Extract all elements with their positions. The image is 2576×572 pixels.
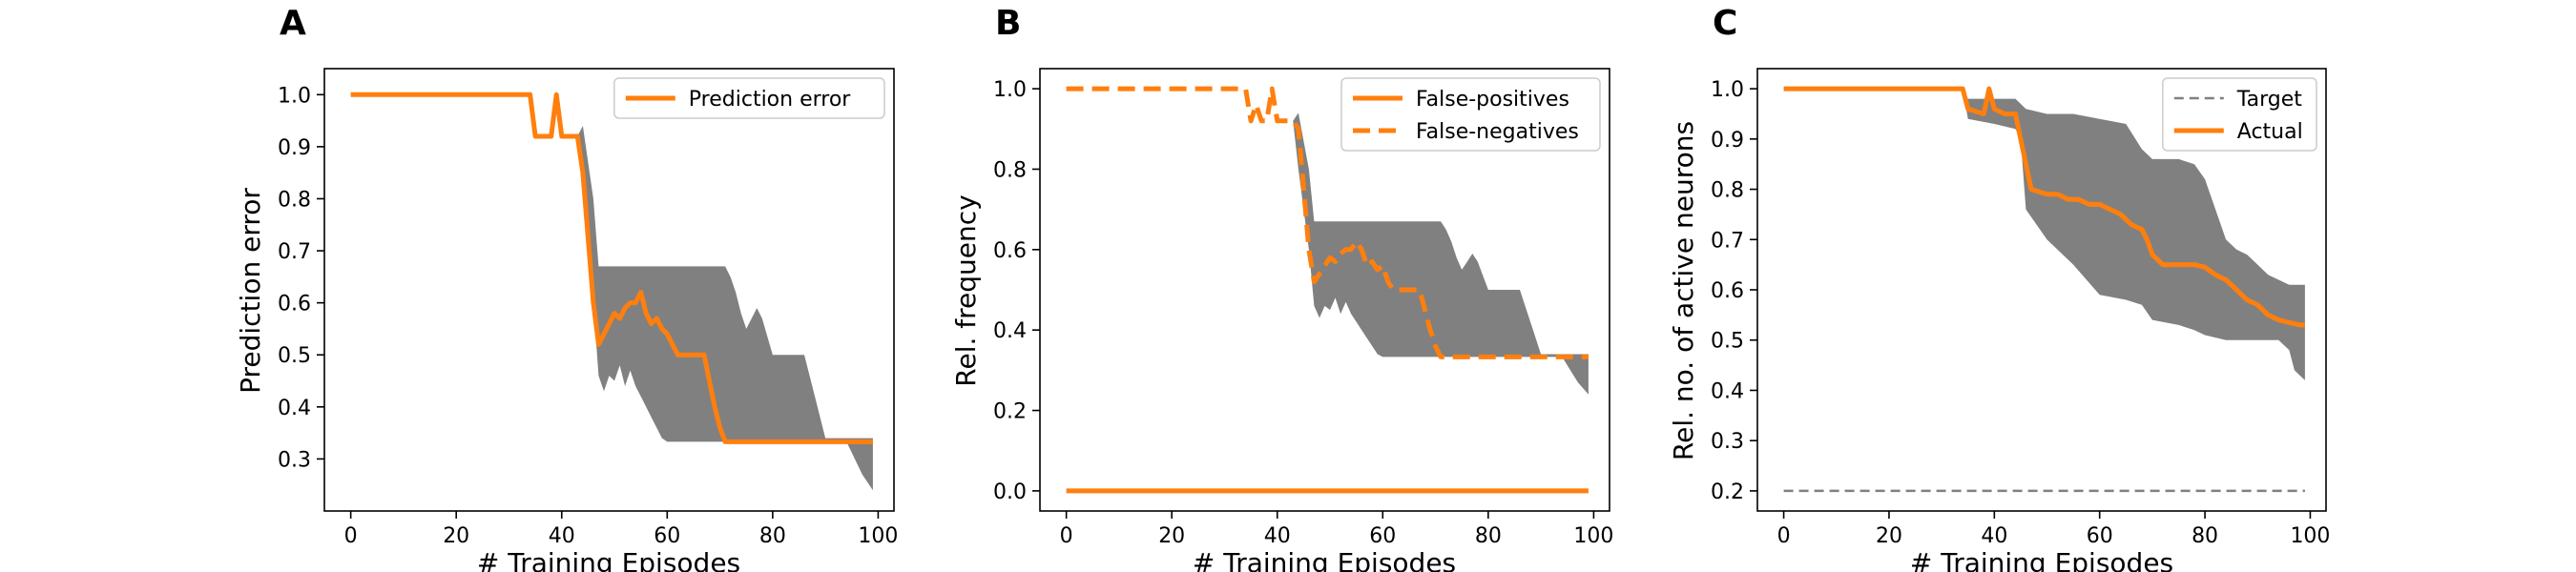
panel-c-ytick-label: 0.2 [1711, 480, 1744, 504]
panel-a-series-prediction-error [350, 92, 873, 444]
panel-b-ytick-label: 0.8 [993, 158, 1027, 182]
panel-a-axes-frame [323, 68, 895, 512]
panel-a: A # Training Episodes Prediction error 0… [235, 4, 898, 572]
panel-b-xtick-label: 60 [1369, 524, 1396, 548]
panel-b-ytick-label: 0.2 [993, 400, 1027, 424]
panel-b-xtick-label: 80 [1475, 524, 1502, 548]
panel-b-xtick-label: 100 [1573, 524, 1613, 548]
panel-a-ytick-label: 0.7 [278, 240, 311, 264]
panel-c-ytick-label: 0.9 [1711, 129, 1744, 153]
panel-c-range-band [1783, 89, 2305, 380]
panel-c-xlabel: # Training Episodes [1910, 547, 2173, 572]
panel-c-legend: Target Actual [2162, 77, 2317, 152]
panel-letter-a: A [280, 4, 306, 43]
panel-a-xtick-label: 60 [654, 524, 680, 548]
panel-b-ytick-label: 0.6 [993, 239, 1027, 263]
panel-c-ytick-label: 0.8 [1711, 179, 1744, 203]
panel-b-range-band [1066, 89, 1589, 395]
panel-a-xlabel: # Training Episodes [477, 547, 740, 572]
panel-b-ytick-label: 1.0 [993, 78, 1027, 102]
panel-b-xlabel: # Training Episodes [1193, 547, 1456, 572]
panel-a-xtick-label: 20 [443, 524, 469, 548]
panel-a-ytick-label: 0.8 [278, 188, 311, 212]
panel-letter-c: C [1713, 4, 1737, 43]
panel-b-ylabel: Rel. frequency [950, 194, 982, 386]
panel-a-legend: Prediction error [613, 77, 885, 119]
panel-c-xtick-label: 100 [2290, 524, 2330, 548]
panel-a-ytick-label: 0.5 [278, 344, 311, 368]
panel-b-axes-frame [1039, 68, 1610, 512]
panel-b-xtick-label: 0 [1060, 524, 1073, 548]
panel-a-ytick-label: 0.4 [278, 397, 311, 420]
panel-c-xtick-label: 40 [1981, 524, 2007, 548]
panel-a-ytick-label: 0.6 [278, 293, 311, 317]
panel-b-xtick-label: 20 [1158, 524, 1185, 548]
panel-a-ytick-label: 0.3 [278, 448, 311, 472]
panel-b-legend-box [1340, 77, 1601, 152]
panel-a-range-band [350, 94, 873, 491]
panel-a-xtick-label: 0 [344, 524, 358, 548]
panel-b: B # Training Episodes Rel. frequency 0 20… [950, 4, 1613, 572]
panel-a-ytick-label: 1.0 [278, 84, 311, 108]
panel-b-ytick-label: 0.4 [993, 319, 1027, 343]
panel-b-xtick-label: 40 [1264, 524, 1291, 548]
panel-c-xtick-label: 20 [1876, 524, 1902, 548]
panel-c-legend-label: Actual [2237, 120, 2303, 144]
panel-c-series-actual [1783, 86, 2305, 328]
panel-c-ytick-label: 0.3 [1711, 430, 1744, 454]
panel-b-ytick-label: 0.0 [993, 480, 1027, 504]
panel-c-ytick-label: 1.0 [1711, 78, 1744, 102]
panel-a-xtick-label: 80 [759, 524, 786, 548]
panel-c: C # Training Episodes Rel. no. of active… [1668, 4, 2330, 572]
panel-c-legend-label: Target [2236, 88, 2302, 112]
panel-a-xtick-label: 100 [858, 524, 898, 548]
panel-b-series-false-negatives [1066, 86, 1589, 359]
panel-c-ytick-label: 0.7 [1711, 229, 1744, 253]
panel-c-ytick-label: 0.4 [1711, 379, 1744, 403]
panel-a-legend-box [613, 77, 885, 119]
panel-a-xtick-label: 40 [549, 524, 575, 548]
panel-c-ytick-label: 0.5 [1711, 330, 1744, 354]
panel-c-ylabel: Rel. no. of active neurons [1668, 121, 1699, 460]
panel-a-legend-label: Prediction error [689, 88, 851, 112]
panel-c-xtick-label: 0 [1777, 524, 1791, 548]
panel-b-legend: False-positives False-negatives [1340, 77, 1601, 152]
panel-c-xtick-label: 80 [2192, 524, 2218, 548]
panel-b-legend-label: False-negatives [1416, 120, 1579, 144]
panel-c-xtick-label: 60 [2087, 524, 2113, 548]
panel-a-ylabel: Prediction error [235, 188, 266, 394]
panel-a-ytick-label: 0.9 [278, 136, 311, 160]
panel-c-ytick-label: 0.6 [1711, 279, 1744, 303]
panel-letter-b: B [995, 4, 1021, 43]
panel-b-legend-label: False-positives [1416, 88, 1569, 112]
